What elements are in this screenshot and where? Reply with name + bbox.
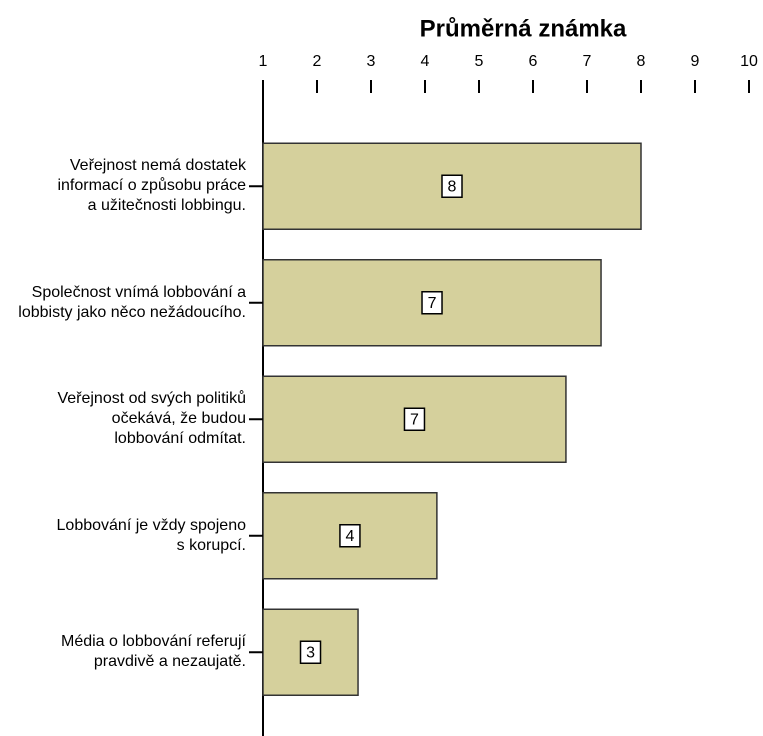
category-label: Veřejnost od svých politiků očekává, že … [57, 390, 246, 448]
x-tick-label: 1 [259, 53, 268, 70]
x-tick-label: 3 [367, 53, 376, 70]
value-label: 7 [410, 411, 419, 428]
x-tick-label: 10 [740, 53, 758, 70]
value-label: 3 [306, 644, 315, 661]
value-label-box [421, 291, 443, 315]
x-tick-label: 5 [475, 53, 484, 70]
category-label: Společnost vnímá lobbování a lobbisty ja… [18, 283, 246, 321]
value-label-box [299, 640, 322, 664]
x-tick-label: 2 [313, 53, 322, 70]
category-label: Lobbování je vždy spojeno s korupcí. [56, 516, 246, 554]
x-tick-label: 4 [421, 53, 430, 70]
x-tick-label: 7 [583, 53, 592, 70]
value-label-box [441, 174, 463, 198]
value-label: 4 [345, 528, 354, 545]
category-label: Veřejnost nemá dostatek informací o způs… [57, 157, 246, 215]
value-label: 8 [448, 178, 457, 195]
value-label-box [339, 524, 361, 548]
value-label-box [403, 407, 426, 431]
x-tick-label: 6 [529, 53, 538, 70]
x-tick-label: 9 [691, 53, 700, 70]
value-label: 7 [428, 295, 437, 312]
x-tick-label: 8 [637, 53, 646, 70]
chart-title: Průměrná známka [420, 15, 627, 42]
category-label: Média o lobbování referují pravdivě a ne… [61, 633, 246, 671]
